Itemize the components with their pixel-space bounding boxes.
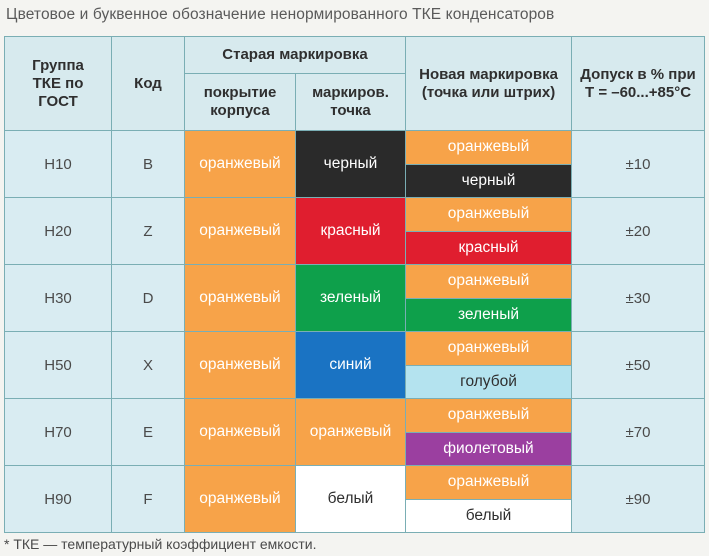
dot-swatch: зеленый [294,264,407,332]
tolerance-cell: ±30 [571,264,706,332]
new-marking-cell: оранжевый фиолетовый [405,398,573,466]
header-old-dot: маркиров. точка [294,73,407,131]
new-marking-top-swatch: оранжевый [406,131,572,164]
new-marking-bottom-swatch: белый [406,498,572,532]
tolerance-cell: ±50 [571,331,706,399]
new-marking-cell: оранжевый зеленый [405,264,573,332]
new-marking-top-swatch: оранжевый [406,332,572,365]
new-marking-bottom-swatch: зеленый [406,297,572,331]
new-marking-cell: оранжевый белый [405,465,573,533]
dot-swatch: оранжевый [294,398,407,466]
code-cell: B [111,130,185,198]
new-marking-top-swatch: оранжевый [406,466,572,499]
new-marking-cell: оранжевый черный [405,130,573,198]
new-marking-top-swatch: оранжевый [406,399,572,432]
new-marking-cell: оранжевый голубой [405,331,573,399]
dot-swatch: синий [294,331,407,399]
tolerance-cell: ±70 [571,398,706,466]
dot-swatch: черный [294,130,407,198]
code-cell: Z [111,197,185,265]
code-cell: D [111,264,185,332]
group-cell: Н50 [4,331,112,399]
code-cell: F [111,465,185,533]
code-cell: E [111,398,185,466]
group-cell: Н70 [4,398,112,466]
coating-swatch: оранжевый [184,331,296,399]
header-tolerance: Допуск в % при Т = –60...+85°С [571,36,706,131]
tolerance-cell: ±10 [571,130,706,198]
new-marking-top-swatch: оранжевый [406,198,572,231]
coating-swatch: оранжевый [184,130,296,198]
footnote: * ТКЕ — температурный коэффициент емкост… [4,536,317,552]
tke-table: Группа ТКЕ по ГОСТ Код Старая маркировка… [4,36,706,533]
new-marking-bottom-swatch: фиолетовый [406,431,572,465]
coating-swatch: оранжевый [184,197,296,265]
new-marking-bottom-swatch: черный [406,163,572,197]
code-cell: X [111,331,185,399]
coating-swatch: оранжевый [184,264,296,332]
dot-swatch: белый [294,465,407,533]
tolerance-cell: ±90 [571,465,706,533]
new-marking-cell: оранжевый красный [405,197,573,265]
document-title: Цветовое и буквенное обозначение ненорми… [6,6,555,23]
new-marking-bottom-swatch: голубой [406,364,572,398]
group-cell: Н90 [4,465,112,533]
group-cell: Н10 [4,130,112,198]
header-code: Код [111,36,185,131]
coating-swatch: оранжевый [184,465,296,533]
new-marking-bottom-swatch: красный [406,230,572,264]
header-old-coating: покрытие корпуса [184,73,296,131]
tolerance-cell: ±20 [571,197,706,265]
dot-swatch: красный [294,197,407,265]
group-cell: Н30 [4,264,112,332]
group-cell: Н20 [4,197,112,265]
header-old-marking: Старая маркировка [183,36,407,74]
header-group: Группа ТКЕ по ГОСТ [4,36,112,131]
coating-swatch: оранжевый [184,398,296,466]
new-marking-top-swatch: оранжевый [406,265,572,298]
header-new-marking: Новая маркировка (точка или штрих) [405,36,573,131]
